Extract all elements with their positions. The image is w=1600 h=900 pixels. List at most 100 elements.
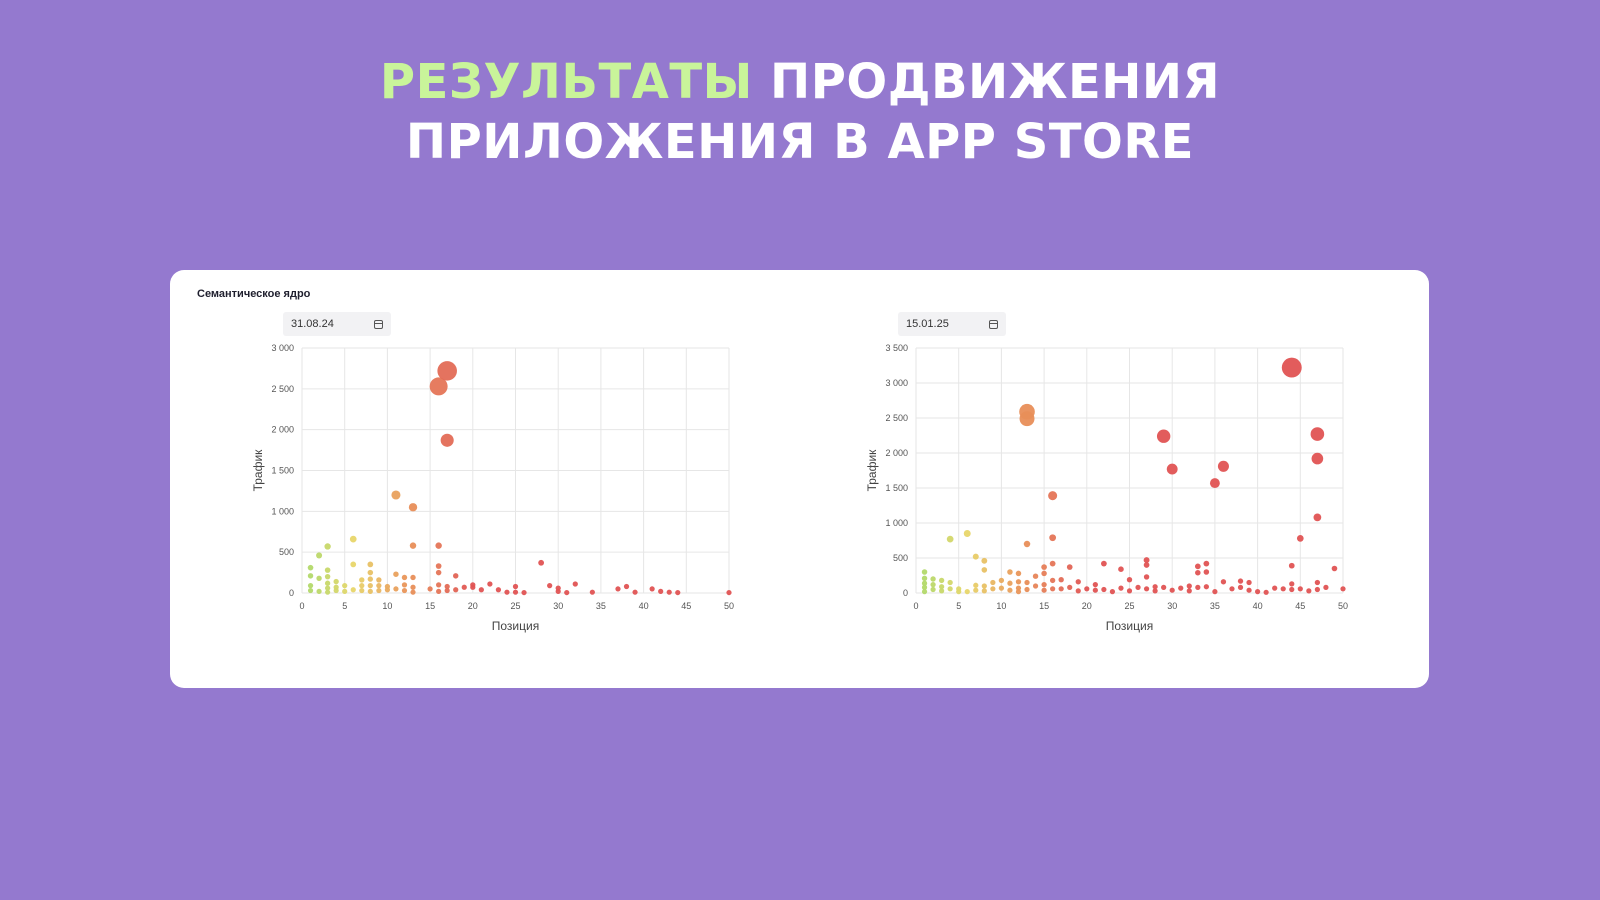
- data-point[interactable]: [521, 589, 527, 596]
- data-point[interactable]: [1152, 584, 1158, 590]
- data-point[interactable]: [316, 588, 322, 594]
- data-point[interactable]: [615, 586, 621, 592]
- data-point[interactable]: [350, 587, 356, 593]
- data-point[interactable]: [1007, 587, 1013, 593]
- data-point[interactable]: [325, 585, 331, 591]
- data-point[interactable]: [981, 567, 988, 573]
- data-point[interactable]: [632, 589, 638, 595]
- data-point[interactable]: [393, 586, 399, 592]
- data-point[interactable]: [939, 584, 945, 590]
- data-point[interactable]: [307, 564, 314, 571]
- data-point[interactable]: [1313, 513, 1322, 522]
- data-point[interactable]: [1067, 584, 1073, 591]
- data-point[interactable]: [1220, 579, 1227, 585]
- data-point[interactable]: [564, 589, 570, 596]
- data-point[interactable]: [998, 585, 1005, 591]
- data-point[interactable]: [1049, 577, 1056, 584]
- data-point[interactable]: [350, 561, 357, 568]
- data-point[interactable]: [921, 569, 928, 575]
- date-picker-right[interactable]: 15.01.25: [898, 312, 1006, 336]
- data-point[interactable]: [675, 589, 681, 596]
- data-point[interactable]: [359, 587, 365, 594]
- data-point[interactable]: [1237, 578, 1244, 584]
- data-point[interactable]: [1203, 560, 1210, 567]
- data-point[interactable]: [1015, 585, 1022, 591]
- data-point[interactable]: [1041, 564, 1047, 570]
- data-point[interactable]: [324, 567, 331, 573]
- data-point[interactable]: [956, 586, 962, 592]
- data-point[interactable]: [1007, 569, 1013, 575]
- data-point[interactable]: [1032, 573, 1039, 579]
- data-point[interactable]: [1178, 585, 1184, 591]
- data-point[interactable]: [401, 582, 408, 588]
- calendar-icon[interactable]: [374, 319, 383, 329]
- data-point[interactable]: [367, 588, 373, 594]
- data-point[interactable]: [342, 583, 348, 589]
- data-point[interactable]: [504, 589, 510, 595]
- data-point[interactable]: [1101, 586, 1107, 593]
- data-point[interactable]: [921, 589, 928, 595]
- data-point[interactable]: [981, 557, 988, 564]
- data-point[interactable]: [1041, 587, 1047, 593]
- data-point[interactable]: [1092, 581, 1098, 588]
- data-point[interactable]: [1092, 587, 1098, 593]
- data-point[interactable]: [981, 583, 987, 589]
- data-point[interactable]: [1019, 403, 1035, 420]
- data-point[interactable]: [367, 583, 373, 589]
- data-point[interactable]: [1058, 586, 1064, 592]
- data-point[interactable]: [307, 573, 314, 579]
- data-point[interactable]: [1255, 589, 1261, 595]
- data-point[interactable]: [437, 361, 457, 381]
- data-point[interactable]: [1050, 586, 1056, 592]
- data-point[interactable]: [316, 552, 323, 559]
- data-point[interactable]: [1297, 586, 1303, 592]
- data-point[interactable]: [444, 583, 450, 590]
- data-point[interactable]: [1135, 584, 1141, 591]
- data-point[interactable]: [946, 535, 954, 543]
- data-point[interactable]: [1024, 579, 1030, 586]
- data-point[interactable]: [538, 559, 545, 566]
- data-point[interactable]: [1143, 574, 1150, 580]
- data-point[interactable]: [1314, 586, 1320, 593]
- data-point[interactable]: [359, 583, 365, 589]
- data-point[interactable]: [964, 589, 970, 595]
- data-point[interactable]: [1024, 586, 1030, 593]
- data-point[interactable]: [1023, 540, 1031, 548]
- data-point[interactable]: [391, 490, 401, 500]
- data-point[interactable]: [981, 588, 987, 594]
- data-point[interactable]: [1169, 587, 1175, 593]
- data-point[interactable]: [1246, 587, 1252, 593]
- data-point[interactable]: [367, 561, 374, 568]
- data-point[interactable]: [649, 586, 655, 592]
- data-point[interactable]: [1311, 452, 1324, 465]
- data-point[interactable]: [1041, 570, 1047, 577]
- data-point[interactable]: [1084, 586, 1090, 592]
- calendar-icon[interactable]: [989, 319, 998, 329]
- data-point[interactable]: [401, 574, 408, 581]
- data-point[interactable]: [409, 542, 417, 549]
- data-point[interactable]: [555, 585, 561, 591]
- data-point[interactable]: [1118, 585, 1124, 591]
- data-point[interactable]: [990, 586, 996, 592]
- data-point[interactable]: [666, 589, 672, 595]
- data-point[interactable]: [1186, 588, 1192, 594]
- data-point[interactable]: [342, 588, 348, 594]
- data-point[interactable]: [1323, 584, 1329, 591]
- data-point[interactable]: [487, 581, 493, 587]
- data-point[interactable]: [1101, 560, 1107, 567]
- data-point[interactable]: [1109, 589, 1116, 595]
- data-point[interactable]: [998, 577, 1005, 584]
- data-point[interactable]: [376, 577, 382, 583]
- data-point[interactable]: [408, 503, 418, 512]
- data-point[interactable]: [1058, 577, 1064, 583]
- data-point[interactable]: [1246, 579, 1252, 586]
- data-point[interactable]: [1126, 588, 1133, 594]
- data-point[interactable]: [1143, 562, 1150, 568]
- data-point[interactable]: [1340, 586, 1346, 592]
- data-point[interactable]: [410, 589, 416, 595]
- data-point[interactable]: [429, 377, 448, 396]
- data-point[interactable]: [990, 579, 996, 586]
- data-point[interactable]: [316, 575, 322, 581]
- data-point[interactable]: [435, 563, 442, 569]
- data-point[interactable]: [1161, 584, 1167, 591]
